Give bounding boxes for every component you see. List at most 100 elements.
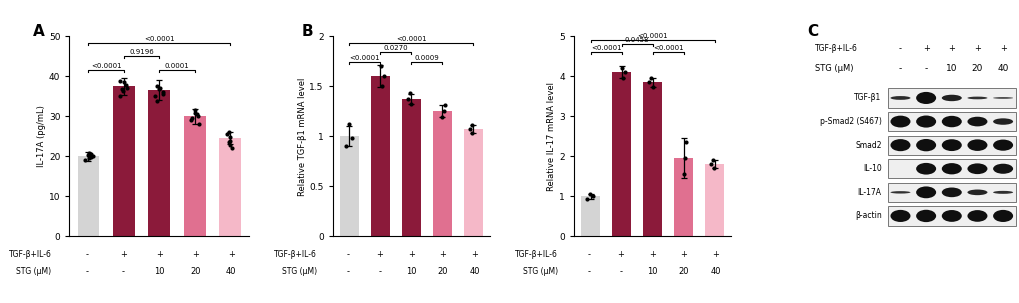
Text: 0.0001: 0.0001 (164, 63, 190, 69)
Text: 40: 40 (709, 267, 720, 276)
Bar (339, 136, 359, 236)
Text: C: C (806, 24, 817, 39)
Text: 0.0009: 0.0009 (414, 55, 439, 61)
Text: +: + (648, 250, 655, 259)
Point (613, 65, 630, 70)
Point (374, 84, 390, 89)
Bar (887, 135, 1015, 155)
Point (76, 157, 93, 162)
Text: <0.0001: <0.0001 (652, 45, 683, 51)
Text: <0.0001: <0.0001 (91, 63, 121, 69)
Bar (887, 206, 1015, 225)
Text: STG (μM): STG (μM) (281, 267, 317, 276)
Text: Smad2: Smad2 (854, 141, 880, 150)
Point (81, 151, 97, 155)
Point (85, 154, 101, 158)
Bar (113, 86, 135, 236)
Point (582, 191, 598, 196)
Ellipse shape (993, 164, 1012, 174)
Ellipse shape (890, 210, 910, 222)
Text: +: + (471, 250, 478, 259)
Text: p-Smad2 (S467): p-Smad2 (S467) (819, 117, 880, 126)
Text: <0.0001: <0.0001 (350, 55, 380, 61)
Point (337, 144, 354, 149)
Text: 40: 40 (225, 267, 236, 276)
Text: TGF-β+IL-6: TGF-β+IL-6 (274, 250, 317, 259)
Ellipse shape (890, 191, 910, 194)
Bar (887, 159, 1015, 178)
Point (435, 109, 451, 114)
Text: STG (μM): STG (μM) (814, 64, 853, 73)
Text: +: + (999, 44, 1006, 53)
Text: +: + (618, 250, 624, 259)
Point (376, 74, 392, 79)
Text: -: - (86, 250, 89, 259)
Text: +: + (973, 44, 980, 53)
Bar (611, 72, 631, 236)
Point (403, 102, 419, 107)
Text: -: - (121, 267, 124, 276)
Ellipse shape (966, 210, 986, 222)
Text: 0.0270: 0.0270 (383, 45, 408, 51)
Point (191, 122, 207, 127)
Text: -: - (378, 267, 381, 276)
Ellipse shape (915, 139, 935, 151)
Text: -: - (346, 267, 350, 276)
Point (149, 84, 165, 89)
Bar (183, 116, 206, 236)
Text: -: - (619, 267, 622, 276)
Bar (887, 88, 1015, 108)
Point (579, 196, 595, 201)
Text: -: - (898, 64, 901, 73)
Point (616, 69, 633, 74)
Point (112, 93, 128, 98)
Text: 40: 40 (469, 267, 479, 276)
Point (462, 127, 478, 132)
Ellipse shape (915, 163, 935, 175)
Point (118, 85, 135, 90)
Point (183, 116, 200, 121)
Bar (642, 82, 661, 236)
Text: 0.0458: 0.0458 (625, 37, 649, 43)
Text: -: - (588, 250, 590, 259)
Text: 0.9196: 0.9196 (129, 49, 154, 55)
Point (220, 129, 236, 134)
Point (83, 155, 99, 160)
Point (702, 161, 718, 166)
Ellipse shape (915, 92, 935, 104)
Point (83, 152, 99, 156)
Point (223, 145, 239, 150)
Text: <0.0001: <0.0001 (395, 36, 426, 42)
Text: -: - (86, 267, 89, 276)
Point (79, 153, 96, 158)
Text: <0.0001: <0.0001 (144, 36, 174, 42)
Point (147, 94, 163, 99)
Text: -: - (898, 44, 901, 53)
Ellipse shape (966, 97, 986, 99)
Text: 20: 20 (679, 267, 689, 276)
Point (114, 89, 130, 94)
Ellipse shape (993, 140, 1012, 151)
Ellipse shape (993, 97, 1012, 99)
Point (642, 76, 658, 81)
Bar (219, 138, 240, 236)
Point (151, 87, 167, 92)
Point (149, 99, 165, 104)
Point (221, 139, 237, 144)
Bar (887, 183, 1015, 202)
Point (340, 122, 357, 127)
Ellipse shape (941, 95, 961, 101)
Text: -: - (346, 250, 350, 259)
Y-axis label: Relative TGF-β1 mRNA level: Relative TGF-β1 mRNA level (298, 77, 307, 195)
Point (117, 83, 133, 88)
Bar (401, 99, 421, 236)
Bar (148, 90, 170, 236)
Text: TGF-β+IL-6: TGF-β+IL-6 (814, 44, 857, 53)
Point (463, 123, 479, 128)
Point (705, 165, 721, 170)
Text: <0.0001: <0.0001 (637, 33, 667, 39)
Point (155, 92, 171, 97)
Text: STG (μM): STG (μM) (16, 267, 51, 276)
Text: TGF-β1: TGF-β1 (854, 93, 880, 102)
Ellipse shape (890, 116, 910, 128)
